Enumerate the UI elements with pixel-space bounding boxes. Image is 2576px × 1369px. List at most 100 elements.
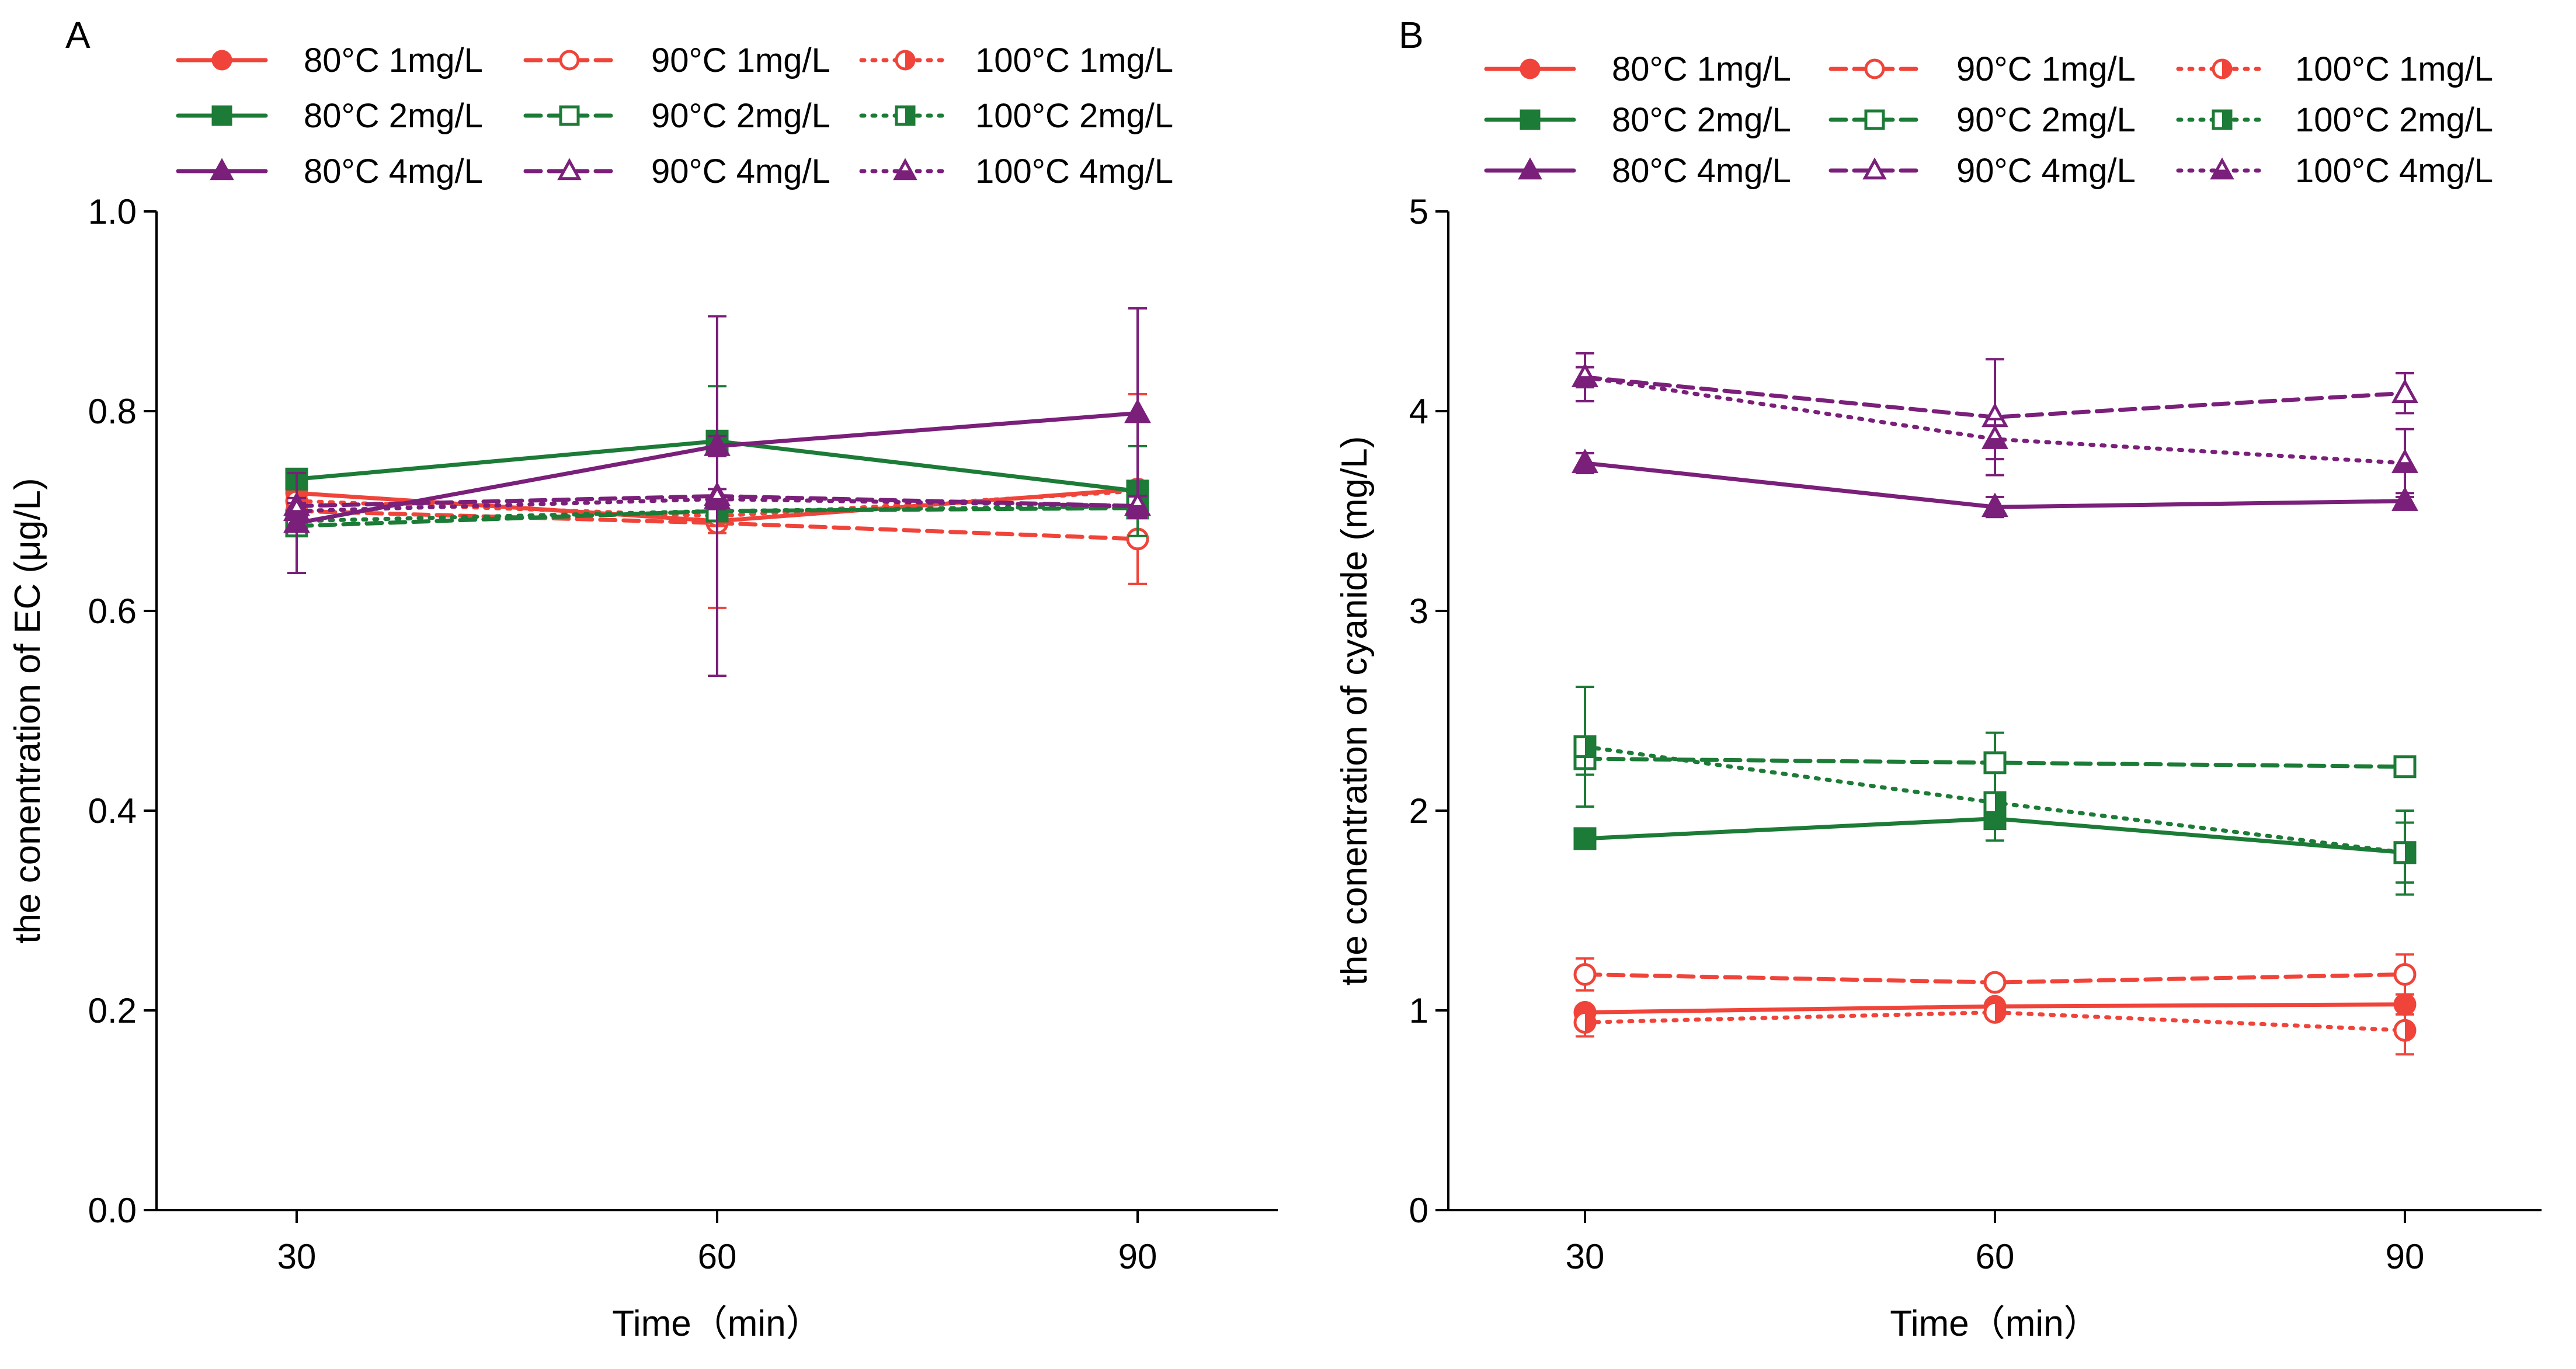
legend-label: 80°C 4mg/L [1612,152,1791,190]
legend-label: 90°C 4mg/L [1956,152,2136,190]
legend-marker [2212,58,2233,79]
legend-label: 80°C 2mg/L [1612,101,1791,139]
series-6 [1572,449,2418,519]
y-axis-title: the conentration of cyanide (mg/L) [1334,436,1375,986]
legend-item: 80°C 4mg/L [1484,152,1791,190]
data-point [704,484,731,509]
data-point [1572,449,1598,473]
data-point [1983,1000,2007,1024]
x-axis-title: Time（min） [1890,1304,2099,1344]
legend-label: 90°C 1mg/L [1956,50,2136,88]
legend-marker [559,105,580,126]
legend-label: 90°C 1mg/L [651,41,830,79]
series-8 [1572,363,2418,499]
legend-item: 100°C 4mg/L [859,152,1173,190]
y-tick-label: 0.4 [88,791,137,831]
legend-marker [210,158,234,180]
legend-marker [211,105,232,126]
data-point [1983,791,2007,814]
legend-item: 80°C 2mg/L [176,97,483,135]
legend-marker [557,158,582,180]
panel-letter: A [65,14,91,56]
data-point [1573,735,1597,759]
legend-label: 80°C 1mg/L [1612,50,1791,88]
legend-item: 90°C 1mg/L [523,41,830,79]
legend-item: 90°C 4mg/L [1828,152,2136,190]
legend-label: 100°C 1mg/L [975,41,1173,79]
data-point [1572,363,1598,387]
legend: 80°C 1mg/L 90°C 1mg/L 100°C 1mg/L 80°C 2mg/… [1484,50,2493,190]
data-point [1981,425,2008,449]
legend-marker [559,50,580,71]
legend-item: 80°C 1mg/L [176,41,483,79]
legend-marker [1518,157,1542,180]
data-point [2393,755,2417,779]
legend-label: 100°C 4mg/L [975,152,1173,190]
legend-label: 90°C 4mg/L [651,152,830,190]
legend-marker [1520,58,1541,79]
y-tick-label: 0.0 [88,1191,137,1230]
legend-marker [895,105,916,126]
data-point [1981,492,2008,517]
legend-label: 100°C 4mg/L [2295,152,2493,190]
data-point [283,508,310,533]
data-point [1573,1011,1597,1034]
data-point [2393,963,2417,986]
plot-area [1572,352,2418,1056]
panel-a: A 0.0 0.2 0.4 0.6 0.8 1.0 30 60 90 Time（min） the co… [8,14,1278,1344]
y-tick-label: 2 [1409,791,1428,831]
legend-marker [895,50,916,71]
y-tick-label: 0.2 [88,991,137,1030]
legend-marker [2212,109,2233,130]
legend-label: 80°C 2mg/L [304,97,483,135]
legend-marker [893,158,917,180]
y-tick-label: 5 [1409,192,1428,231]
legend-marker [2210,157,2234,180]
legend: 80°C 1mg/L 90°C 1mg/L 100°C 1mg/L 80°C 2mg/… [176,41,1173,190]
y-tick-label: 1 [1409,991,1428,1030]
y-tick-label: 3 [1409,592,1428,631]
y-tick-label: 0 [1409,1191,1428,1230]
data-point [2391,378,2418,404]
plot-area [283,307,1151,677]
x-axis-title: Time（min） [612,1304,822,1344]
y-axis-title: the conentration of EC (μg/L) [8,478,48,943]
x-tick-label: 90 [2386,1237,2425,1276]
legend-label: 100°C 2mg/L [2295,101,2493,139]
legend-label: 80°C 1mg/L [304,41,483,79]
data-point [1573,827,1597,850]
data-point [1983,971,2007,994]
legend-label: 100°C 2mg/L [975,97,1173,135]
legend-marker [1520,109,1541,130]
series-2 [1573,1000,2417,1056]
legend-item: 80°C 2mg/L [1484,101,1791,139]
legend-item: 100°C 1mg/L [2176,50,2493,88]
series-1 [1573,953,2417,996]
y-tick-label: 4 [1409,392,1428,431]
series-8 [283,484,1151,521]
legend-item: 100°C 4mg/L [2176,152,2493,190]
legend-marker [1862,157,1887,180]
data-point [2391,487,2418,511]
x-tick-label: 30 [1566,1237,1605,1276]
legend-label: 90°C 2mg/L [1956,101,2136,139]
data-point [283,496,310,521]
data-point [1983,751,2007,774]
x-tick-label: 60 [1976,1237,2015,1276]
x-tick-label: 30 [277,1237,317,1276]
panel-letter: B [1399,14,1424,56]
legend-marker [1864,109,1885,130]
data-point [1573,963,1597,986]
data-point [2391,449,2418,473]
legend-item: 100°C 2mg/L [2176,101,2493,139]
legend-label: 90°C 2mg/L [651,97,830,135]
y-tick-label: 0.8 [88,392,137,431]
legend-item: 90°C 2mg/L [1828,101,2136,139]
legend-item: 80°C 4mg/L [176,152,483,190]
y-tick-label: 1.0 [88,192,137,231]
legend-item: 100°C 2mg/L [859,97,1173,135]
data-point [2393,1019,2417,1042]
legend-item: 90°C 1mg/L [1828,50,2136,88]
